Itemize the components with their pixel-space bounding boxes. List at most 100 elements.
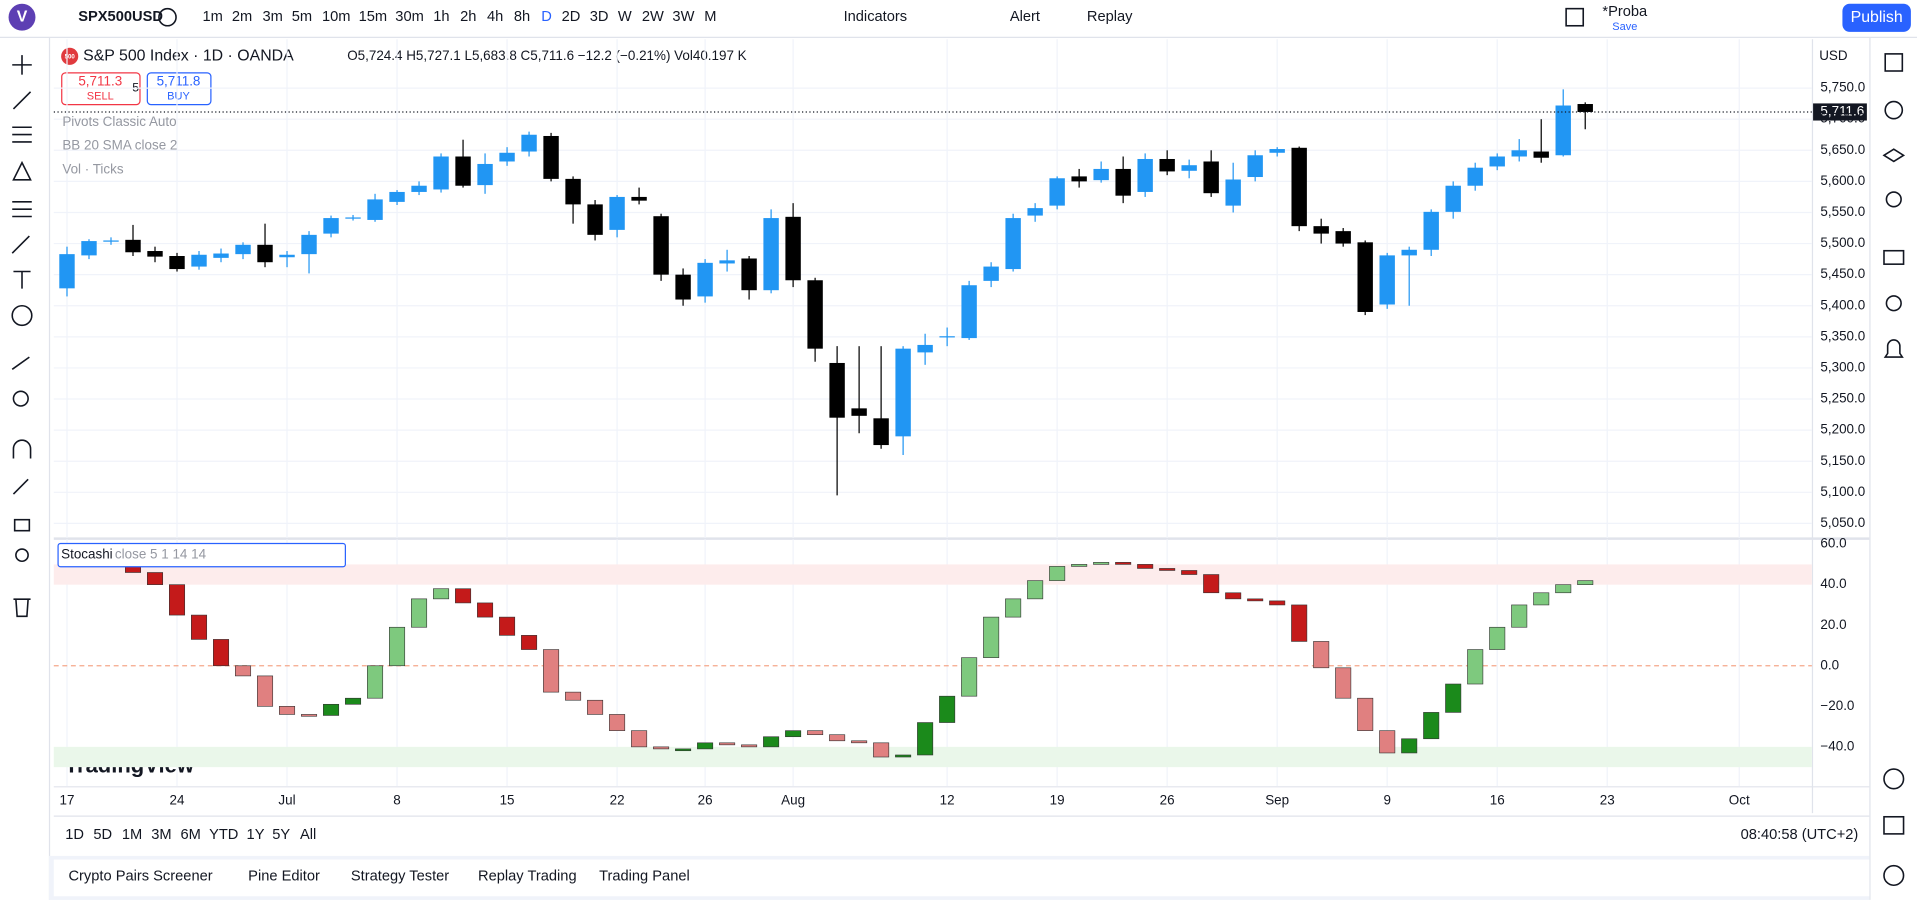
buy-button[interactable] <box>146 72 212 106</box>
streams-icon[interactable] <box>1885 295 1902 312</box>
candle-body <box>455 156 471 186</box>
trash-icon[interactable] <box>13 598 31 618</box>
range-button[interactable]: 1D <box>65 827 84 843</box>
help-icon[interactable] <box>1883 864 1905 887</box>
fib-icon[interactable] <box>12 126 32 143</box>
ideas-icon[interactable] <box>1885 191 1902 208</box>
candle-body <box>213 253 229 258</box>
stoch-bar <box>499 616 516 636</box>
stoch-bar <box>763 736 780 748</box>
range-button[interactable]: 5D <box>93 827 112 843</box>
forecast-icon[interactable] <box>12 201 32 218</box>
publish-button[interactable] <box>1842 3 1911 32</box>
range-button[interactable]: 3M <box>151 827 171 843</box>
interval-button[interactable]: 30m <box>395 9 424 25</box>
alerts-icon[interactable] <box>1884 100 1904 120</box>
stoch-bar <box>1445 683 1462 713</box>
candle-body <box>1005 218 1021 270</box>
x-tick-label: 26 <box>1160 792 1175 807</box>
candle-body <box>587 204 603 235</box>
interval-button[interactable]: 3m <box>262 9 282 25</box>
interval-button[interactable]: 1m <box>203 9 223 25</box>
layout-name[interactable]: *Proba <box>1602 4 1648 20</box>
stoch-bar <box>1313 641 1330 669</box>
stoch-bar <box>1181 570 1198 575</box>
notify-icon[interactable] <box>1883 339 1904 358</box>
stoch-bar <box>609 714 626 731</box>
candle-body <box>59 254 75 289</box>
last-price-label: 5,711.6 <box>1820 104 1864 119</box>
text-icon[interactable] <box>13 270 31 289</box>
zoom-icon[interactable] <box>12 390 29 407</box>
range-button[interactable]: 6M <box>181 827 201 843</box>
interval-button[interactable]: 3D <box>590 9 609 25</box>
save-label[interactable]: Save <box>1612 21 1637 33</box>
range-button[interactable]: 5Y <box>272 827 290 843</box>
bottom-tab[interactable]: Crypto Pairs Screener <box>68 869 212 885</box>
candle-body <box>1489 156 1505 167</box>
y-tick-label: 5,350.0 <box>1820 328 1865 343</box>
interval-button[interactable]: 10m <box>322 9 351 25</box>
x-tick-label: 9 <box>1383 792 1390 807</box>
trend-icon[interactable] <box>12 91 32 110</box>
interval-button[interactable]: 5m <box>292 9 312 25</box>
dom-icon[interactable] <box>1883 768 1905 790</box>
replay-button[interactable]: Replay <box>1087 9 1133 25</box>
calendar-icon[interactable] <box>1883 815 1905 835</box>
bottom-tab[interactable]: Pine Editor <box>248 869 320 885</box>
chat-icon[interactable] <box>1883 249 1905 265</box>
brush-icon[interactable] <box>11 235 30 254</box>
interval-button[interactable]: 15m <box>359 9 388 25</box>
bottom-tab[interactable]: Trading Panel <box>599 869 690 885</box>
bottom-tabs-bg <box>53 859 1870 897</box>
compare-button[interactable] <box>158 7 177 27</box>
stoch-bar <box>1203 574 1220 594</box>
interval-button[interactable]: M <box>704 9 716 25</box>
interval-button[interactable]: 4h <box>487 9 503 25</box>
range-button[interactable]: YTD <box>209 827 238 843</box>
pattern-icon[interactable] <box>12 160 32 181</box>
interval-button[interactable]: 3W <box>672 9 694 25</box>
range-button[interactable]: 1M <box>122 827 142 843</box>
candle-body <box>1577 104 1593 112</box>
study-legend: Vol · Ticks <box>62 162 124 177</box>
interval-button[interactable]: 8h <box>514 9 530 25</box>
bottom-tab[interactable]: Replay Trading <box>478 869 577 885</box>
interval-button[interactable]: 2m <box>232 9 252 25</box>
candle-body <box>1115 168 1131 196</box>
layout-icon[interactable] <box>1565 7 1585 27</box>
lock-icon[interactable] <box>13 518 31 532</box>
candle-body <box>983 266 999 281</box>
indicators-button[interactable]: Indicators <box>844 9 908 25</box>
watchlist-icon[interactable] <box>1884 53 1904 72</box>
stoch-params: close 5 1 14 14 <box>115 547 207 562</box>
emoji-icon[interactable] <box>11 304 33 327</box>
symbol[interactable]: SPX500USD <box>78 9 163 25</box>
bottom-tab[interactable]: Strategy Tester <box>351 869 449 885</box>
spread: 5 <box>132 80 139 94</box>
x-tick-label: 16 <box>1490 792 1505 807</box>
interval-button[interactable]: 2h <box>460 9 476 25</box>
y-tick-label: 5,200.0 <box>1820 422 1865 437</box>
interval-button[interactable]: W <box>618 9 632 25</box>
x-tick-label: Jul <box>278 792 295 807</box>
last-price-box <box>1813 103 1867 121</box>
stoch-bar <box>1093 562 1110 565</box>
stoch-bar <box>477 602 494 618</box>
interval-button[interactable]: 2W <box>642 9 664 25</box>
magnet-icon[interactable] <box>12 439 32 459</box>
avatar[interactable] <box>8 3 36 31</box>
range-button[interactable]: All <box>300 827 316 843</box>
ruler-icon[interactable] <box>11 356 30 370</box>
eye-icon[interactable] <box>15 548 29 563</box>
draw-lock-icon[interactable] <box>12 478 29 495</box>
range-button[interactable]: 1Y <box>247 827 265 843</box>
alert-button[interactable]: Alert <box>1010 9 1040 25</box>
layers-icon[interactable] <box>1882 148 1906 163</box>
currency[interactable]: USD <box>1819 48 1848 63</box>
sell-button[interactable] <box>61 72 141 106</box>
interval-button[interactable]: 1h <box>433 9 449 25</box>
candle-body <box>1357 242 1373 312</box>
interval-button[interactable]: 2D <box>562 9 581 25</box>
interval-button[interactable]: D <box>541 9 552 25</box>
